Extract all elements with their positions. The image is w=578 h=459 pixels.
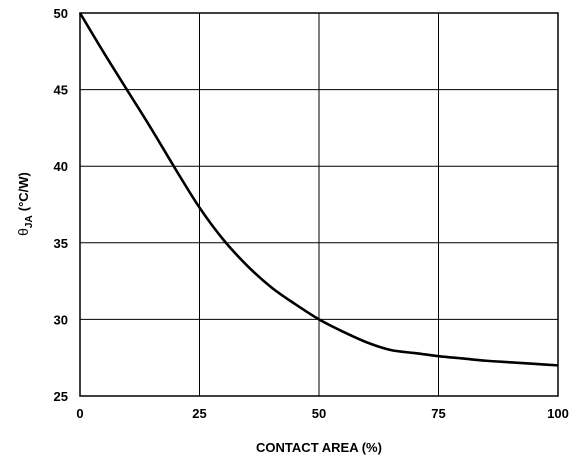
plot-frame — [79, 12, 559, 397]
y-tick-label-50: 50 — [54, 6, 68, 21]
y-tick-label-35: 35 — [54, 236, 68, 251]
grid — [80, 13, 558, 396]
y-tick-labels: 25 30 35 40 45 50 — [54, 6, 68, 404]
y-axis-symbol: θ — [15, 228, 31, 236]
y-axis-title: θJA (°C/W) — [15, 172, 35, 236]
y-tick-label-40: 40 — [54, 159, 68, 174]
x-axis-title: CONTACT AREA (%) — [256, 440, 382, 455]
series-line — [78, 12, 559, 367]
y-tick-label-45: 45 — [54, 83, 68, 98]
x-tick-labels: 0 25 50 75 100 — [76, 406, 568, 421]
y-axis-subscript: JA — [24, 215, 35, 228]
y-axis-unit: (°C/W) — [16, 172, 31, 211]
y-tick-label-30: 30 — [54, 312, 68, 327]
x-tick-label-25: 25 — [192, 406, 206, 421]
x-tick-label-75: 75 — [431, 406, 445, 421]
x-tick-label-50: 50 — [312, 406, 326, 421]
y-tick-label-25: 25 — [54, 389, 68, 404]
x-tick-label-100: 100 — [547, 406, 569, 421]
x-tick-label-0: 0 — [76, 406, 83, 421]
